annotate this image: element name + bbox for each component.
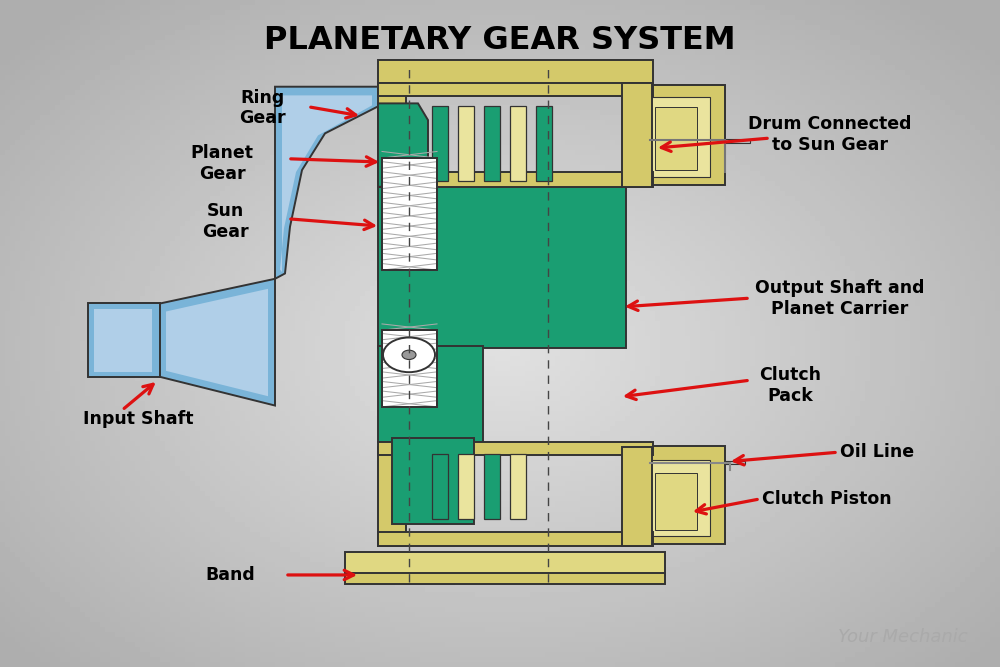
Bar xyxy=(94,309,152,372)
Bar xyxy=(510,106,526,181)
Bar xyxy=(536,106,552,181)
Text: Ring
Gear: Ring Gear xyxy=(239,89,285,127)
Bar xyxy=(484,106,500,181)
Bar xyxy=(458,454,474,519)
Bar xyxy=(382,330,437,407)
Text: Sun
Gear: Sun Gear xyxy=(202,202,248,241)
Bar xyxy=(345,552,665,575)
Bar xyxy=(622,447,652,546)
Text: Your Mechanic: Your Mechanic xyxy=(838,628,968,646)
Circle shape xyxy=(383,338,435,372)
Bar xyxy=(655,107,697,170)
Text: PLANETARY GEAR SYSTEM: PLANETARY GEAR SYSTEM xyxy=(264,25,736,56)
Bar xyxy=(345,573,665,584)
Bar xyxy=(640,460,710,536)
Text: Clutch Piston: Clutch Piston xyxy=(762,490,892,508)
Bar xyxy=(625,446,725,544)
Bar xyxy=(458,106,474,181)
Text: Band: Band xyxy=(205,566,255,584)
Bar xyxy=(625,85,653,185)
Bar xyxy=(378,60,653,85)
Bar xyxy=(725,139,750,143)
Bar xyxy=(432,454,448,519)
Bar xyxy=(432,106,448,181)
Polygon shape xyxy=(280,95,372,272)
Bar xyxy=(655,473,697,530)
Bar xyxy=(622,83,652,187)
Polygon shape xyxy=(160,279,275,406)
Text: Oil Line: Oil Line xyxy=(840,444,914,461)
Bar xyxy=(382,330,437,407)
Bar xyxy=(392,438,474,524)
Bar xyxy=(378,83,653,96)
Text: Output Shaft and
Planet Carrier: Output Shaft and Planet Carrier xyxy=(755,279,925,318)
Bar xyxy=(378,442,653,455)
Bar xyxy=(378,172,653,187)
Circle shape xyxy=(402,350,416,360)
Bar xyxy=(88,303,160,377)
Polygon shape xyxy=(166,289,268,396)
Bar xyxy=(484,454,500,519)
Bar xyxy=(382,158,437,270)
Bar xyxy=(378,83,406,187)
Bar xyxy=(510,454,526,519)
Bar xyxy=(378,447,406,546)
Polygon shape xyxy=(275,87,380,279)
Text: Planet
Gear: Planet Gear xyxy=(190,144,254,183)
Polygon shape xyxy=(378,103,428,187)
Bar xyxy=(382,158,437,270)
Text: Input Shaft: Input Shaft xyxy=(83,410,193,428)
Text: Drum Connected
to Sun Gear: Drum Connected to Sun Gear xyxy=(748,115,912,154)
Bar xyxy=(625,85,725,185)
Bar xyxy=(378,532,653,546)
Text: Clutch
Pack: Clutch Pack xyxy=(759,366,821,405)
Bar xyxy=(725,461,745,464)
Bar xyxy=(378,346,483,442)
Bar xyxy=(378,185,626,348)
Bar xyxy=(640,97,710,177)
